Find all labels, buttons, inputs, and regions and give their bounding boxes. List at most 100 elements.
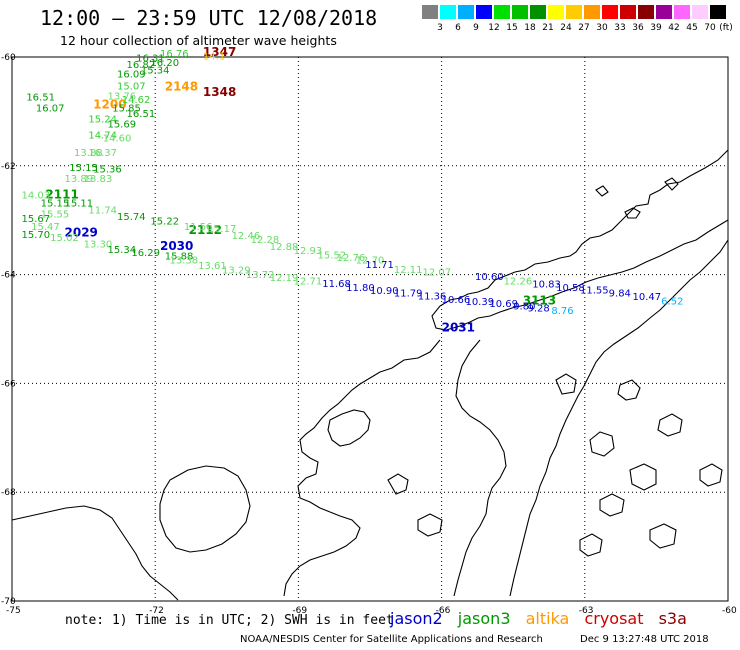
legend-jason2: jason2 [390,609,443,628]
colorbar-swatch [674,5,690,19]
wave-height-value: 9.84 [609,288,631,299]
longitude-label: -69 [292,606,307,616]
longitude-label: -60 [722,606,737,616]
wave-height-value: 15.85 [112,103,141,114]
wave-height-value: 15.74 [117,212,146,223]
wave-height-value: 15.36 [93,164,122,175]
wave-height-value: 16.51 [127,109,156,120]
footer-timestamp: Dec 9 13:27:48 UTC 2018 [580,634,709,645]
legend-jason3: jason3 [457,609,511,628]
latitude-label: -66 [1,379,16,389]
wave-height-value: 14.74 [88,131,117,142]
colorbar-swatch [656,5,672,19]
wave-height-value: 13.83 [84,174,113,185]
wave-height-value: 8.76 [551,306,573,317]
wave-height-value: 15.02 [50,233,79,244]
colorbar-label: 70 [704,23,716,33]
pass-time-label: 1200 [93,98,126,112]
wave-height-value: 12.07 [423,268,452,279]
colorbar-swatch [422,5,438,19]
pass-time-label: 2148 [165,80,198,94]
colorbar-label: 21 [542,23,554,33]
wave-height-value: 6.52 [661,297,683,308]
wave-height-value: 11.80 [346,283,375,294]
latitude-label: -70 [1,597,16,607]
wave-height-value: 11.56 [184,222,213,233]
wave-height-value: 13.29 [222,266,251,277]
wave-height-value: 10.83 [532,280,561,291]
colorbar-label: 9 [473,23,479,33]
colorbar-swatch [530,5,546,19]
colorbar-label: 30 [596,23,608,33]
wave-height-value: 15.15 [69,163,98,174]
wave-height-value: 16.37 [88,148,117,159]
colorbar-label: 15 [506,23,518,33]
chart-title: 12:00 – 23:59 UTC 12/08/2018 [40,6,378,30]
legend-altika: altika [525,609,570,628]
latitude-label: -64 [1,271,16,281]
wave-height-value: 15.88 [165,251,194,262]
wave-height-value: 12.76 [337,253,366,264]
wave-height-value: 12.70 [356,256,385,267]
colorbar-swatch [458,5,474,19]
wave-height-value: 15.11 [65,199,94,210]
wave-height-value: 10.90 [370,286,399,297]
colorbar-label: 3 [437,23,443,33]
wave-height-value: 15.34 [141,65,170,76]
colorbar-label: 33 [614,23,626,33]
colorbar-swatch [494,5,510,19]
wave-height-value: 16.76 [160,49,189,60]
wave-height-value: 13.30 [84,239,113,250]
wave-height-value: 11.68 [322,279,351,290]
wave-height-value: 16.09 [117,70,146,81]
wave-height-measurements: 16.76 14.116.3116.2016.8215.3416.0915.071… [22,49,684,317]
wave-height-value: 10.58 [556,283,585,294]
colorbar-swatch [602,5,618,19]
coastline [11,149,729,601]
colorbar-label: 12 [488,23,500,33]
footnote: note: 1) Time is in UTC; 2) SWH is in fe… [65,613,394,628]
legend-cryosat: cryosat [584,609,644,628]
colorbar-label: 27 [578,23,590,33]
pass-time-label: 2031 [442,321,475,335]
footer-credit: NOAA/NESDIS Center for Satellite Applica… [240,634,543,645]
wave-height-value: 11.36 [418,292,447,303]
colorbar-label: 42 [668,23,680,33]
graticule: -60 -62 -64 -66 -68 -70-75 -72 -69 -66 -63 -60 [1,53,737,616]
wave-height-value: 9.80 [513,301,535,312]
wave-height-value: 10.66 [442,295,471,306]
pass-time-label: 3113 [523,294,556,308]
wave-height-value: 15.17 [208,224,237,235]
latitude-label: -60 [1,53,16,63]
wave-height-value: 10.60 [475,272,504,283]
wave-height-value: 14.60 [103,133,132,144]
wave-height-value: 16.51 [26,93,55,104]
colorbar-swatch [638,5,654,19]
pass-time-label: 1347 [203,45,236,59]
wave-height-value: 15.22 [150,217,179,228]
satellite-legend: jason2 jason3 altika cryosat s3a [390,609,697,628]
wave-height-value: 13.89 [65,174,94,185]
wave-height-value: 12.93 [294,246,323,257]
wave-height-value: 15.07 [117,82,146,93]
colorbar-label: 45 [686,23,698,33]
pass-time-label: 1348 [203,85,236,99]
wave-height-value: 9.28 [528,304,550,315]
wave-height-value: 15.24 [88,114,117,125]
wave-height-value: 16.29 [131,248,160,259]
wave-height-value: 11.79 [394,288,423,299]
colorbar-swatch [620,5,636,19]
wave-height-value: 10.39 [465,297,494,308]
latitude-label: -68 [1,488,16,498]
colorbar-unit: (ft) [719,23,733,33]
wave-height-value: 12.71 [294,276,323,287]
wave-height-value: 12.19 [270,273,299,284]
wave-height-value: 14.03 [22,190,51,201]
wave-height-value: 15.52 [317,250,346,261]
colorbar-label: 39 [650,23,662,33]
wave-height-value: 13.38 [170,256,199,267]
wave-height-value: 13.61 [198,261,227,272]
pass-time-label: 2112 [189,223,222,237]
colorbar-swatch [476,5,492,19]
